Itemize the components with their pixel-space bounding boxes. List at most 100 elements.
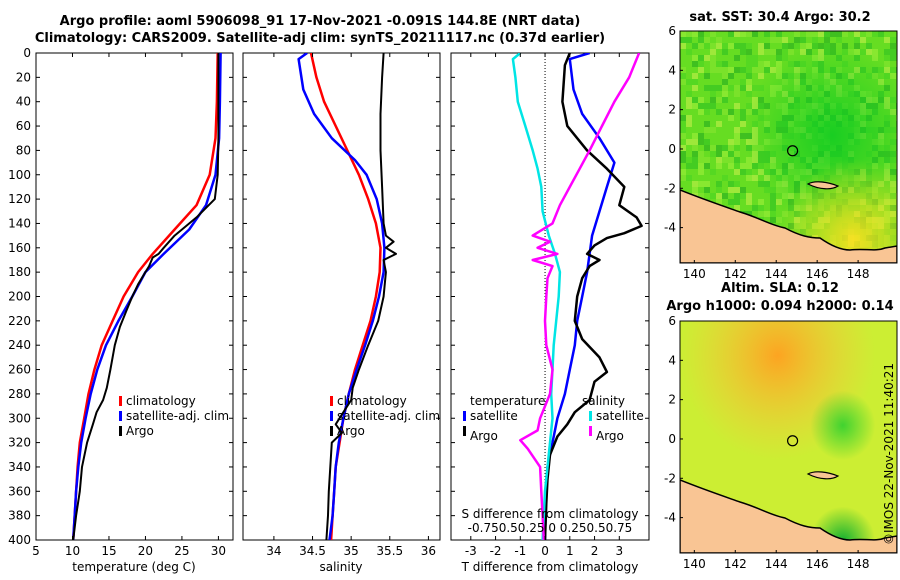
temperature-series-argo	[72, 53, 220, 540]
depth-tick-label: 200	[8, 290, 31, 304]
sst-map	[680, 31, 897, 263]
salinity-series-argo	[325, 53, 397, 540]
sst-map-frame	[679, 30, 898, 264]
sla-map	[680, 321, 897, 553]
map-lon-tick-label: 142	[724, 267, 747, 281]
legend-label-s-argo: Argo	[596, 429, 624, 443]
depth-tick-label: 260	[8, 363, 31, 377]
map-lon-tick-label: 148	[847, 267, 870, 281]
difference-x-tick-label: 3	[615, 544, 623, 558]
map-lat-tick-label: 6	[668, 24, 676, 38]
temperature-series-climatology	[71, 53, 219, 540]
difference-x-tick-label: -2	[490, 544, 502, 558]
salinity-axis-label: salinity	[319, 560, 362, 574]
depth-tick-label: 380	[8, 509, 31, 523]
legend-label-satellite: satellite-adj. clim	[126, 409, 229, 423]
depth-tick-label: 40	[16, 95, 31, 109]
depth-tick-label: 20	[16, 70, 31, 84]
depth-tick-label: 160	[8, 241, 31, 255]
map-lat-tick-label: 2	[668, 103, 676, 117]
depth-tick-label: 400	[8, 533, 31, 547]
sla-map-frame	[679, 320, 898, 554]
map-lat-tick-label: -4	[664, 511, 676, 525]
sla-float-marker	[786, 435, 799, 447]
depth-tick-label: 320	[8, 436, 31, 450]
depth-tick-label: 100	[8, 168, 31, 182]
difference-legend: temperature satellite Argo salinity sate…	[462, 394, 644, 535]
map-lon-tick-label: 142	[724, 557, 747, 571]
map-lon-tick-label: 144	[765, 557, 788, 571]
temperature-series-satellite-adj-clim	[71, 53, 222, 540]
difference-x-tick-label: -1	[514, 544, 526, 558]
map-lon-tick-label: 140	[683, 267, 706, 281]
difference-series-s-satellite	[511, 53, 562, 540]
temperature-x-tick-label: 10	[65, 544, 80, 558]
sst-island	[806, 181, 840, 190]
s-difference-ticks: -0.750.50.25 0 0.250.50.75	[468, 521, 633, 535]
temperature-x-tick-label: 20	[138, 544, 153, 558]
sst-float-marker	[786, 145, 799, 157]
map-lon-tick-label: 144	[765, 267, 788, 281]
legend-swatch-argo	[330, 426, 333, 436]
map-lat-tick-label: 0	[668, 432, 676, 446]
depth-tick-label: 360	[8, 484, 31, 498]
salinity-x-tick-label: 35.5	[376, 544, 403, 558]
difference-x-tick-label: 0	[541, 544, 549, 558]
profile-charts: 5 10 15 20 25 3002040608010012014016018020022…	[8, 46, 650, 574]
salinity-x-tick-label: 35	[344, 544, 359, 558]
map-lat-tick-label: -2	[664, 471, 676, 485]
temperature-x-tick-label: 15	[101, 544, 116, 558]
legend-title-temperature: temperature	[470, 394, 545, 408]
temperature-axis-label: temperature (deg C)	[72, 560, 195, 574]
salinity-legend: climatology satellite-adj. clim Argo	[330, 394, 440, 438]
depth-tick-label: 300	[8, 411, 31, 425]
legend-label-t-argo: Argo	[470, 429, 498, 443]
legend-swatch-t-satellite	[463, 411, 466, 421]
depth-tick-label: 60	[16, 119, 31, 133]
map-lon-tick-label: 148	[847, 557, 870, 571]
title-line-2: Climatology: CARS2009. Satellite-adj cli…	[34, 31, 606, 46]
legend-swatch-t-argo	[463, 426, 466, 436]
difference-x-tick-label: 1	[566, 544, 574, 558]
sst-map-title: sat. SST: 30.4 Argo: 30.2	[689, 10, 871, 25]
maps: 140 142 144 146 148 6 4 2 0 -2 -4 140 142 144 146 148 6 4…	[664, 24, 898, 571]
temperature-x-tick-label: 25	[174, 544, 189, 558]
temperature-x-tick-label: 5	[32, 544, 40, 558]
salinity-series-satellite-adj-clim	[297, 53, 386, 540]
legend-label-s-satellite: satellite	[596, 409, 644, 423]
title-line-1: Argo profile: aoml 5906098_91 17-Nov-202…	[59, 14, 581, 29]
legend-swatch-satellite	[119, 411, 122, 421]
depth-tick-label: 0	[23, 46, 31, 60]
salinity-x-tick-label: 34	[266, 544, 281, 558]
map-lat-tick-label: 4	[668, 353, 676, 367]
legend-label-climatology: climatology	[126, 394, 196, 408]
depth-tick-label: 180	[8, 265, 31, 279]
legend-label-climatology: climatology	[337, 394, 407, 408]
sla-land	[680, 479, 897, 553]
depth-tick-label: 220	[8, 314, 31, 328]
sla-map-title-2: Argo h1000: 0.094 h2000: 0.14	[666, 299, 894, 314]
map-lon-tick-label: 146	[806, 267, 829, 281]
salinity-x-tick-label: 36	[421, 544, 436, 558]
map-lat-tick-label: -4	[664, 221, 676, 235]
legend-label-argo: Argo	[337, 424, 365, 438]
difference-series-t-satellite	[543, 53, 616, 540]
salinity-plot-frame	[242, 52, 441, 541]
sst-land	[680, 189, 897, 263]
legend-swatch-s-satellite	[589, 411, 592, 421]
map-lat-tick-label: 4	[668, 63, 676, 77]
t-difference-axis-label: T difference from climatology	[461, 560, 639, 574]
legend-swatch-climatology	[330, 396, 333, 406]
sla-island	[806, 471, 840, 480]
map-lon-tick-label: 146	[806, 557, 829, 571]
legend-swatch-climatology	[119, 396, 122, 406]
legend-swatch-s-argo	[589, 426, 592, 436]
legend-title-salinity: salinity	[582, 394, 625, 408]
map-lat-tick-label: 0	[668, 142, 676, 156]
difference-x-tick-label: 2	[591, 544, 599, 558]
sla-map-title-1: Altim. SLA: 0.12	[721, 281, 839, 296]
temperature-legend: climatology satellite-adj. clim Argo	[119, 394, 229, 438]
depth-tick-label: 240	[8, 338, 31, 352]
temperature-x-tick-label: 30	[211, 544, 226, 558]
map-lon-tick-label: 140	[683, 557, 706, 571]
